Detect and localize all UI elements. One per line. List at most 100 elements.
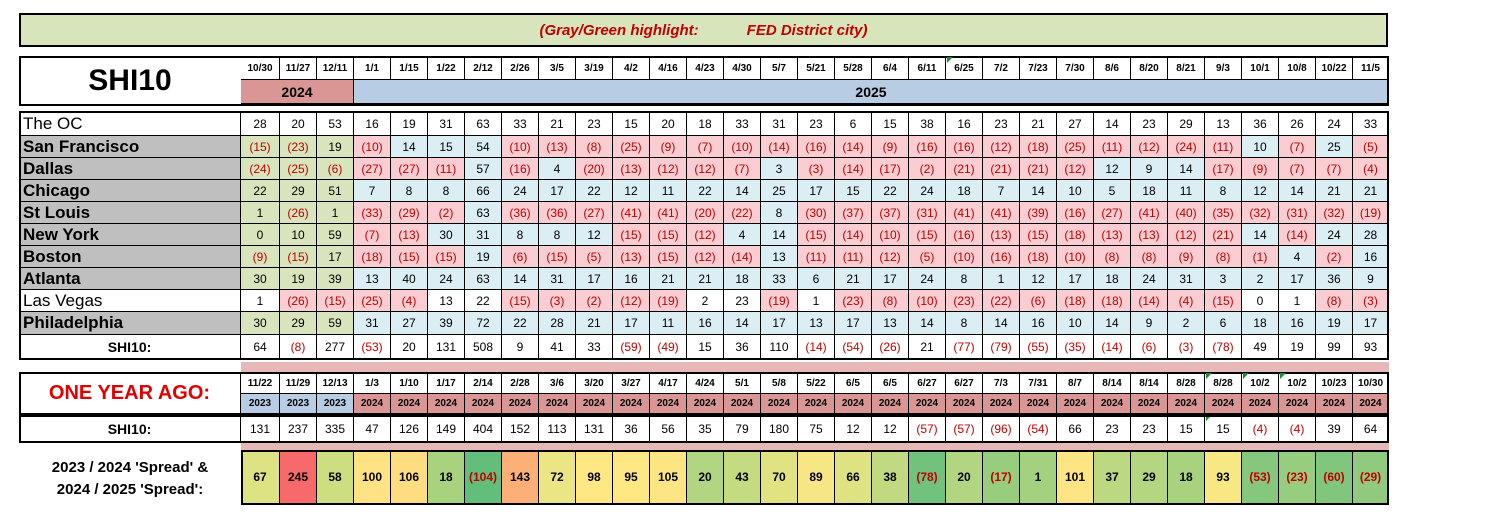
city-value-cell: (15) <box>241 136 280 158</box>
city-value-cell: 21 <box>576 312 613 335</box>
prior-date-header: 10/30 <box>1353 374 1389 394</box>
date-header: 1/22 <box>428 58 465 80</box>
prior-shi10-label: SHI10: <box>19 416 241 442</box>
city-value-cell: (23) <box>280 136 317 158</box>
spread-value-cell: 105 <box>650 451 687 504</box>
spread-value-cell: 72 <box>539 451 576 504</box>
city-value-cell: 24 <box>909 180 946 202</box>
city-label: St Louis <box>19 202 241 224</box>
date-header: 9/3 <box>1205 58 1242 80</box>
date-header: 2/12 <box>465 58 502 80</box>
prior-date-header: 10/2 <box>1242 374 1279 394</box>
city-value-cell: 31 <box>539 268 576 290</box>
city-value-cell: 5 <box>1094 180 1131 202</box>
spread-value-cell: 101 <box>1057 451 1094 504</box>
prior-shi10-cell: (54) <box>1020 416 1057 442</box>
city-value-cell: (13) <box>539 136 576 158</box>
comment-flag-icon <box>1280 373 1286 379</box>
city-value-cell: (3) <box>798 158 835 180</box>
city-value-cell: 1 <box>983 268 1020 290</box>
city-value-cell: (3) <box>539 290 576 312</box>
city-value-cell: (18) <box>1020 246 1057 268</box>
city-value-cell: (16) <box>946 224 983 246</box>
city-value-cell: (8) <box>576 136 613 158</box>
city-value-cell: 16 <box>946 113 983 136</box>
prior-year-cell: 2024 <box>465 394 502 414</box>
prior-shi10-cell: 12 <box>872 416 909 442</box>
prior-shi10-cell: 335 <box>317 416 354 442</box>
spread-value-cell: 1 <box>1020 451 1057 504</box>
city-value-cell: (25) <box>354 290 391 312</box>
city-value-cell: 13 <box>872 312 909 335</box>
city-value-cell: (14) <box>835 224 872 246</box>
prior-shi10-cell: 79 <box>724 416 761 442</box>
city-value-cell: (41) <box>650 202 687 224</box>
city-value-cell: 21 <box>835 268 872 290</box>
spread-value-cell: (29) <box>1353 451 1389 504</box>
comment-flag-icon <box>947 57 953 63</box>
city-value-cell: 51 <box>317 180 354 202</box>
city-value-cell: (18) <box>1020 136 1057 158</box>
prior-shi10-cell: 35 <box>687 416 724 442</box>
city-value-cell: (15) <box>428 246 465 268</box>
city-value-cell: (2) <box>428 202 465 224</box>
city-value-cell: 29 <box>280 312 317 335</box>
city-value-cell: 26 <box>1279 113 1316 136</box>
date-header: 3/19 <box>576 58 613 80</box>
city-value-cell: 24 <box>909 268 946 290</box>
city-value-cell: 22 <box>465 290 502 312</box>
city-value-cell: 8 <box>428 180 465 202</box>
city-value-cell: 14 <box>1020 180 1057 202</box>
city-value-cell: (4) <box>1168 290 1205 312</box>
city-value-cell: 21 <box>1353 180 1389 202</box>
city-value-cell: 24 <box>1316 224 1353 246</box>
spread-value-cell: (53) <box>1242 451 1279 504</box>
city-value-cell: 19 <box>465 246 502 268</box>
city-value-cell: (10) <box>502 136 539 158</box>
prior-shi10-cell: 15 <box>1205 416 1242 442</box>
city-value-cell: (6) <box>1020 290 1057 312</box>
city-value-cell: (11) <box>1205 136 1242 158</box>
prior-year-cell: 2024 <box>946 394 983 414</box>
prior-shi10-cell: (57) <box>909 416 946 442</box>
city-value-cell: (17) <box>872 158 909 180</box>
date-header: 4/30 <box>724 58 761 80</box>
city-value-cell: (27) <box>354 158 391 180</box>
city-value-cell: (41) <box>613 202 650 224</box>
city-label: Las Vegas <box>19 290 241 312</box>
date-header: 4/23 <box>687 58 724 80</box>
city-value-cell: (11) <box>428 158 465 180</box>
city-value-cell: 7 <box>354 180 391 202</box>
city-value-cell: (35) <box>1205 202 1242 224</box>
city-value-cell: 21 <box>539 113 576 136</box>
city-value-cell: 59 <box>317 312 354 335</box>
city-value-cell: (15) <box>909 224 946 246</box>
city-value-cell: (32) <box>1242 202 1279 224</box>
spread-value-cell: 66 <box>835 451 872 504</box>
prior-date-header: 2/14 <box>465 374 502 394</box>
shi10-total-cell: 19 <box>1279 335 1316 359</box>
shi10-total-cell: 15 <box>687 335 724 359</box>
prior-date-header: 3/20 <box>576 374 613 394</box>
city-value-cell: (24) <box>1168 136 1205 158</box>
date-header: 2/26 <box>502 58 539 80</box>
city-value-cell: 15 <box>428 136 465 158</box>
city-label: Chicago <box>19 180 241 202</box>
prior-shi10-cell: 180 <box>761 416 798 442</box>
city-value-cell: 8 <box>761 202 798 224</box>
city-value-cell: 12 <box>1094 158 1131 180</box>
shi10-total-cell: 99 <box>1316 335 1353 359</box>
city-value-cell: (15) <box>650 224 687 246</box>
city-value-cell: 16 <box>687 312 724 335</box>
city-value-cell: 18 <box>724 268 761 290</box>
city-value-cell: 17 <box>761 312 798 335</box>
prior-date-header: 1/10 <box>391 374 428 394</box>
city-value-cell: 22 <box>241 180 280 202</box>
date-header: 10/8 <box>1279 58 1316 80</box>
city-value-cell: (21) <box>983 158 1020 180</box>
city-value-cell: 14 <box>761 224 798 246</box>
spread-value-cell: 38 <box>872 451 909 504</box>
city-value-cell: 11 <box>650 180 687 202</box>
prior-year-cell: 2024 <box>835 394 872 414</box>
city-value-cell: 18 <box>1131 180 1168 202</box>
